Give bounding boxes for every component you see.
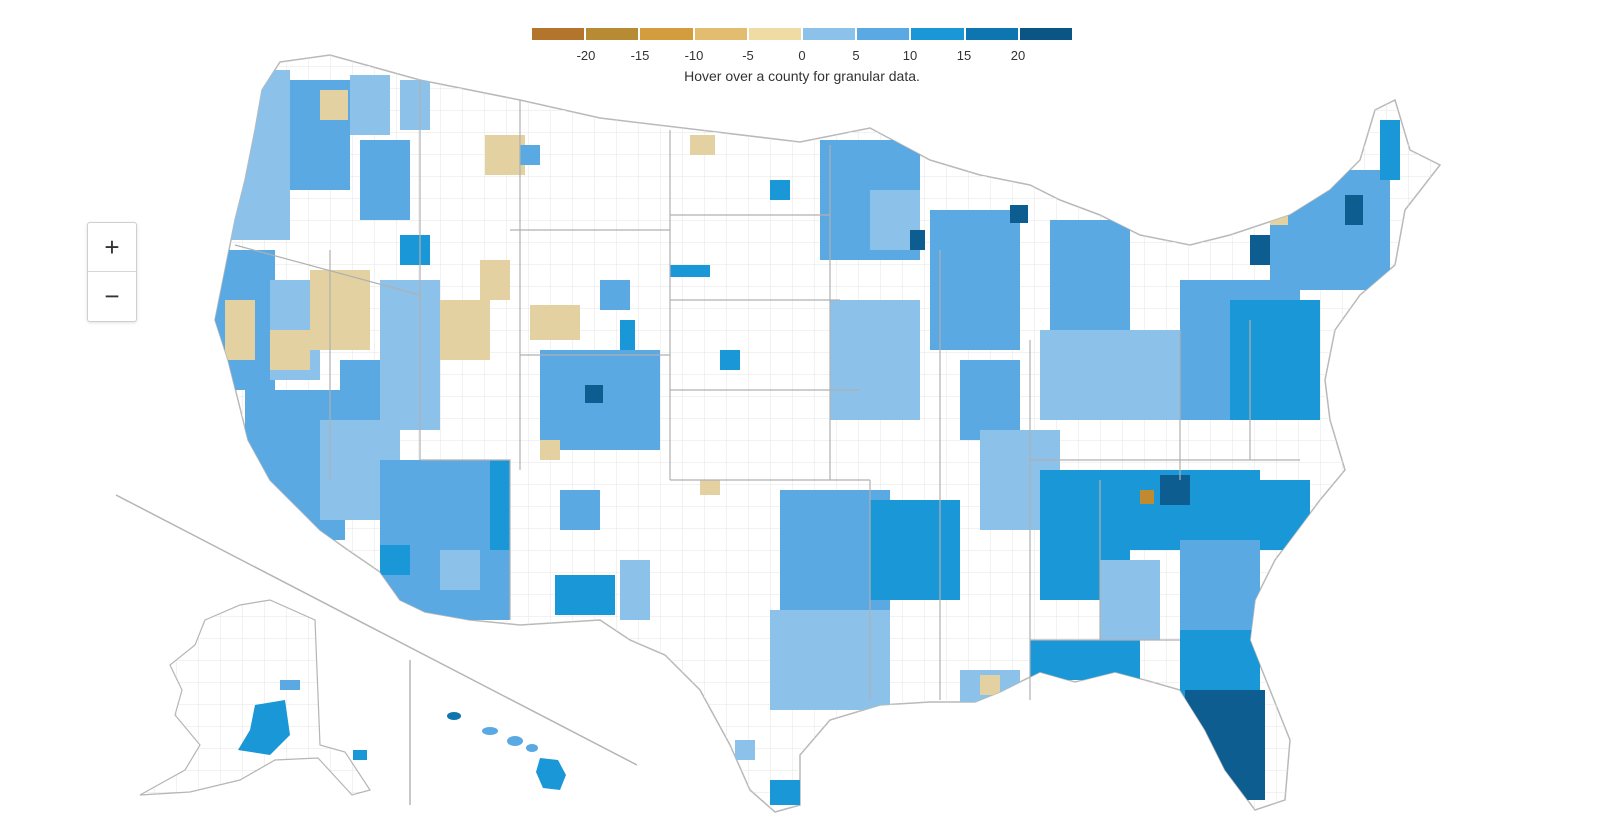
county-patch[interactable] [960, 360, 1020, 440]
county-patch[interactable] [1185, 690, 1265, 800]
county-patch[interactable] [310, 270, 370, 350]
county-patch[interactable] [270, 330, 310, 370]
county-patch[interactable] [1180, 540, 1260, 640]
county-patch[interactable] [1160, 475, 1190, 505]
legend-swatch [857, 28, 910, 40]
zoom-control: + − [87, 222, 137, 322]
county-patch[interactable] [480, 260, 510, 300]
county-patch[interactable] [1030, 640, 1140, 680]
county-patch[interactable] [350, 75, 390, 135]
alaska-inset[interactable] [139, 599, 371, 796]
county-patch[interactable] [770, 610, 890, 710]
county-patch[interactable] [770, 180, 790, 200]
legend-swatch [586, 28, 639, 40]
legend-swatch [911, 28, 964, 40]
county-patch[interactable] [520, 145, 540, 165]
county-patch[interactable] [870, 500, 960, 600]
legend-tick-label: 0 [798, 48, 806, 63]
county-patch[interactable] [1100, 560, 1160, 640]
county-patch[interactable] [585, 385, 603, 403]
legend-tick-label: -15 [630, 48, 650, 63]
county-patch[interactable] [980, 675, 1000, 695]
county-patch[interactable] [1040, 330, 1180, 420]
county-patch[interactable] [770, 780, 800, 805]
county-patch[interactable] [400, 80, 430, 130]
county-patch[interactable] [380, 545, 410, 575]
legend-tick-label: -20 [576, 48, 596, 63]
zoom-out-button[interactable]: − [104, 280, 120, 311]
county-patch[interactable] [735, 740, 755, 760]
legend-swatch [532, 28, 585, 40]
county-patch[interactable] [540, 440, 560, 460]
legend-swatch [694, 28, 747, 40]
hawaii-island[interactable] [507, 736, 523, 746]
county-patch[interactable] [225, 300, 255, 360]
legend-swatch [640, 28, 693, 40]
hover-instruction: Hover over a county for granular data. [684, 68, 920, 84]
county-patch[interactable] [1345, 195, 1363, 225]
county-patch[interactable] [1380, 120, 1400, 180]
county-patch[interactable] [720, 350, 740, 370]
hawaii-island[interactable] [482, 727, 498, 735]
color-legend: -20 -15 -10 -5 0 5 10 15 20 Hover over a county … [532, 28, 1073, 98]
legend-swatch [965, 28, 1018, 40]
legend-tick-label: 20 [1010, 48, 1026, 63]
county-patch[interactable] [230, 70, 290, 240]
hawaii-inset[interactable] [447, 712, 566, 790]
county-patch[interactable] [440, 300, 490, 360]
county-patch[interactable] [280, 680, 300, 690]
legend-swatch [1019, 28, 1073, 40]
legend-tick-label: 10 [902, 48, 918, 63]
county-patch[interactable] [380, 280, 440, 430]
county-patch[interactable] [620, 560, 650, 620]
county-patch[interactable] [690, 135, 715, 155]
county-patch[interactable] [360, 140, 410, 220]
county-patch[interactable] [1140, 490, 1154, 504]
hawaii-island[interactable] [526, 744, 538, 752]
county-patch[interactable] [1250, 480, 1310, 550]
legend-ticks: -20 -15 -10 -5 0 5 10 15 20 [532, 48, 1072, 70]
legend-swatches [532, 28, 1073, 40]
county-patch[interactable] [1230, 300, 1320, 420]
legend-tick-label: 5 [852, 48, 860, 63]
county-patch[interactable] [1250, 235, 1270, 265]
legend-swatch [748, 28, 802, 40]
county-patch[interactable] [555, 575, 615, 615]
county-patch[interactable] [353, 750, 367, 760]
county-patch[interactable] [400, 235, 430, 265]
alaska-shape [139, 599, 371, 796]
hawaii-island[interactable] [447, 712, 461, 720]
county-patch[interactable] [490, 460, 510, 550]
county-patch[interactable] [830, 300, 920, 420]
legend-tick-label: 15 [956, 48, 972, 63]
zoom-in-button[interactable]: + [88, 223, 136, 272]
county-patch[interactable] [320, 90, 348, 120]
legend-tick-label: -10 [684, 48, 704, 63]
legend-swatch [803, 28, 856, 40]
county-patch[interactable] [380, 460, 510, 620]
county-patch[interactable] [560, 490, 600, 530]
county-patch[interactable] [930, 210, 1020, 350]
county-patch[interactable] [485, 135, 525, 175]
county-patch[interactable] [600, 280, 630, 310]
state-borders [234, 80, 1300, 700]
county-patch[interactable] [238, 700, 290, 755]
county-patch[interactable] [1010, 205, 1028, 223]
county-patch[interactable] [910, 230, 925, 250]
county-patch[interactable] [530, 305, 580, 340]
county-patch[interactable] [1270, 170, 1390, 290]
hawaii-island[interactable] [536, 758, 566, 790]
county-patch[interactable] [700, 480, 720, 495]
county-patch[interactable] [670, 265, 710, 277]
county-patch[interactable] [1050, 220, 1130, 340]
legend-tick-label: -5 [742, 48, 754, 63]
county-patch[interactable] [440, 550, 480, 590]
inset-divider-diagonal [115, 494, 638, 766]
